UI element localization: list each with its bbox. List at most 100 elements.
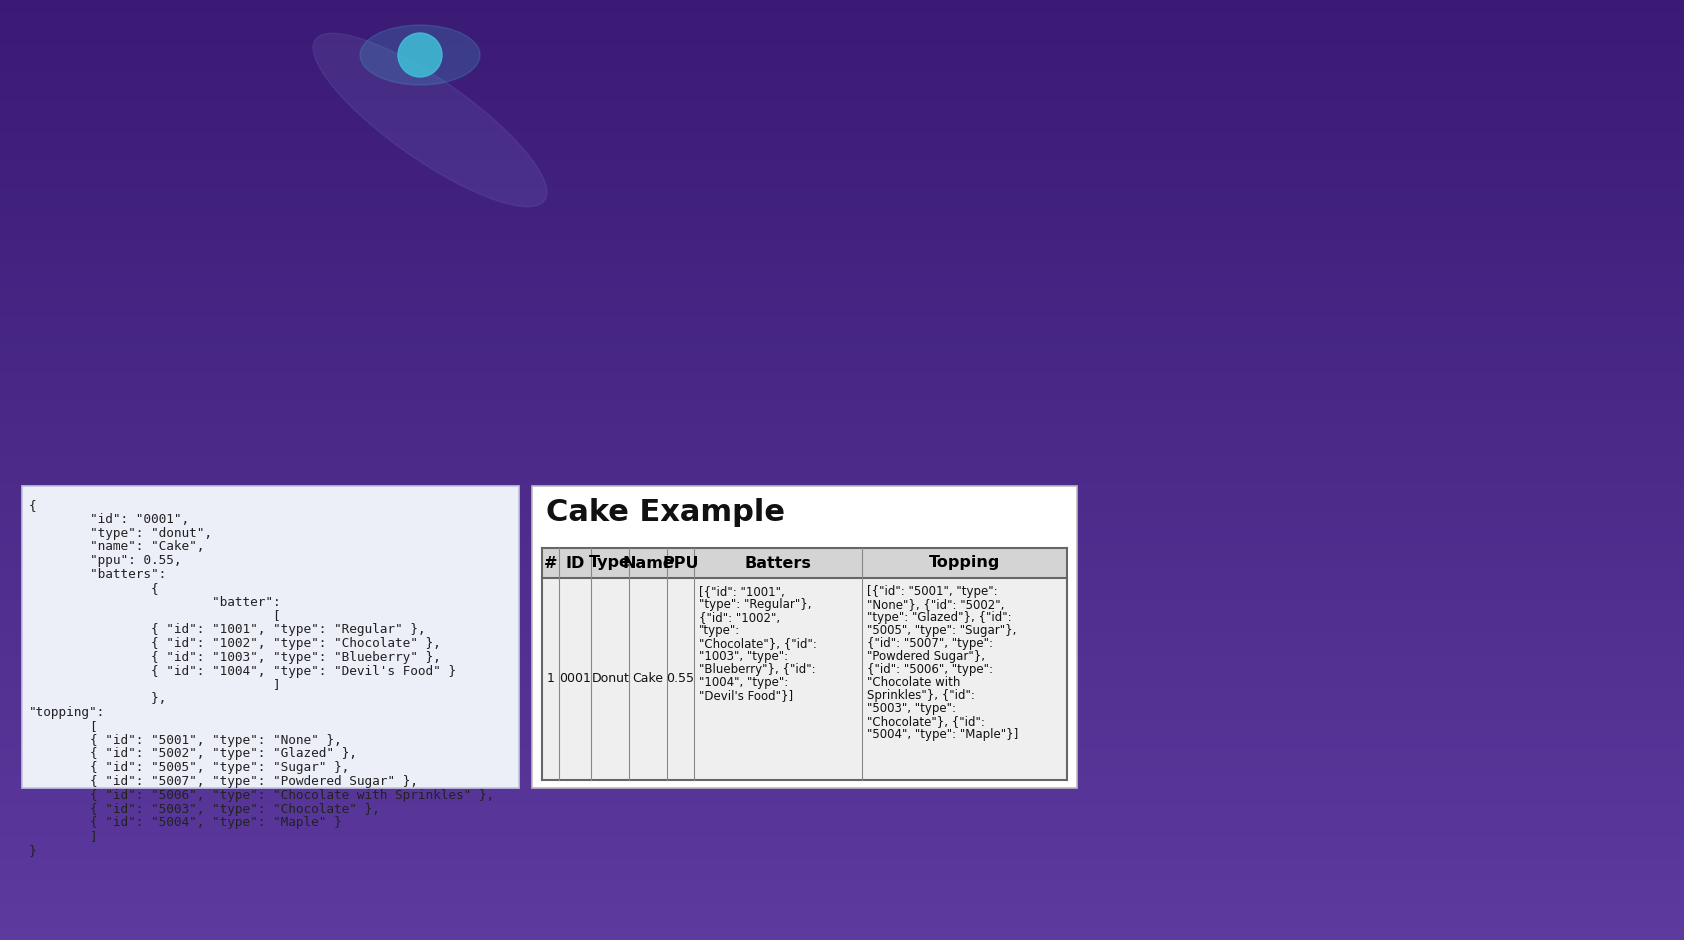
Bar (0, 71, 1684, 75)
Bar (0, 833, 1684, 837)
Bar (0, 679, 1684, 683)
Bar (0, 575, 1684, 580)
Bar (0, 880, 1684, 884)
Text: "ppu": 0.55,: "ppu": 0.55, (29, 555, 182, 567)
Bar (0, 657, 1684, 661)
Bar (0, 429, 1684, 432)
Bar (0, 363, 1684, 367)
Bar (0, 867, 1684, 871)
Bar (0, 6, 1684, 9)
Bar (0, 453, 1684, 458)
Bar (0, 93, 1684, 97)
Bar (0, 30, 1684, 35)
Bar (0, 265, 1684, 270)
Bar (0, 829, 1684, 834)
Ellipse shape (313, 33, 547, 207)
Bar (0, 53, 1684, 56)
Bar (0, 340, 1684, 345)
Text: "batters":: "batters": (29, 568, 167, 581)
Text: Cake: Cake (633, 672, 663, 685)
Bar (0, 372, 1684, 376)
Bar (0, 535, 1684, 539)
Bar (0, 807, 1684, 811)
Bar (0, 49, 1684, 54)
Bar (0, 648, 1684, 651)
Bar (0, 838, 1684, 843)
Bar (0, 124, 1684, 129)
Bar (0, 776, 1684, 780)
Bar (0, 904, 1684, 909)
Bar (0, 368, 1684, 373)
Bar (0, 403, 1684, 407)
Bar (0, 876, 1684, 881)
Bar (0, 68, 1684, 72)
Bar (0, 462, 1684, 467)
Bar (0, 481, 1684, 486)
Bar (0, 447, 1684, 451)
Bar (0, 406, 1684, 411)
Bar (0, 607, 1684, 611)
Bar (0, 598, 1684, 602)
Bar (0, 184, 1684, 188)
Bar (0, 638, 1684, 642)
Bar (0, 353, 1684, 357)
Bar (0, 199, 1684, 204)
Bar (0, 112, 1684, 116)
Bar (0, 523, 1684, 526)
Bar (0, 779, 1684, 783)
Bar (0, 269, 1684, 273)
Text: "type": "Glazed"}, {"id":: "type": "Glazed"}, {"id": (867, 611, 1012, 624)
Bar (0, 316, 1684, 320)
Bar (0, 196, 1684, 200)
Circle shape (680, 707, 716, 743)
Text: "5003", "type":: "5003", "type": (867, 702, 957, 715)
Bar (0, 673, 1684, 677)
Bar (0, 187, 1684, 191)
Bar (0, 319, 1684, 322)
Bar (0, 751, 1684, 755)
Bar (0, 384, 1684, 388)
Text: { "id": "1002", "type": "Chocolate" },: { "id": "1002", "type": "Chocolate" }, (29, 637, 441, 650)
Bar (0, 259, 1684, 263)
Bar (0, 726, 1684, 730)
Text: "id": "0001",: "id": "0001", (29, 513, 189, 525)
Bar (0, 603, 1684, 608)
Bar (0, 121, 1684, 125)
Bar (0, 541, 1684, 545)
Text: "Blueberry"}, {"id":: "Blueberry"}, {"id": (699, 663, 815, 676)
Bar (532, 486, 1078, 788)
Bar (0, 118, 1684, 122)
Bar (0, 46, 1684, 50)
Bar (0, 312, 1684, 317)
Bar (0, 457, 1684, 461)
Bar (0, 143, 1684, 148)
Bar (0, 701, 1684, 705)
Bar (0, 923, 1684, 928)
Bar (0, 622, 1684, 627)
Bar (0, 350, 1684, 354)
Bar (0, 444, 1684, 448)
Bar (0, 109, 1684, 113)
Bar (0, 65, 1684, 69)
Text: Name: Name (621, 556, 674, 571)
Bar (0, 303, 1684, 307)
Bar (0, 400, 1684, 404)
Bar (0, 335, 1684, 338)
Bar (0, 375, 1684, 379)
Bar (0, 560, 1684, 564)
Bar (0, 347, 1684, 351)
Bar (0, 908, 1684, 912)
Bar (0, 930, 1684, 933)
Text: "Chocolate"}, {"id":: "Chocolate"}, {"id": (867, 715, 985, 728)
Bar (0, 773, 1684, 777)
Bar (0, 58, 1684, 63)
Bar (0, 422, 1684, 426)
Text: "5005", "type": "Sugar"},: "5005", "type": "Sugar"}, (867, 624, 1017, 637)
Text: "Chocolate with: "Chocolate with (867, 676, 960, 689)
Text: "Powdered Sugar"},: "Powdered Sugar"}, (867, 650, 985, 663)
Bar (0, 256, 1684, 260)
Bar (0, 848, 1684, 853)
Bar (0, 660, 1684, 665)
Bar (0, 854, 1684, 858)
Bar (0, 682, 1684, 686)
